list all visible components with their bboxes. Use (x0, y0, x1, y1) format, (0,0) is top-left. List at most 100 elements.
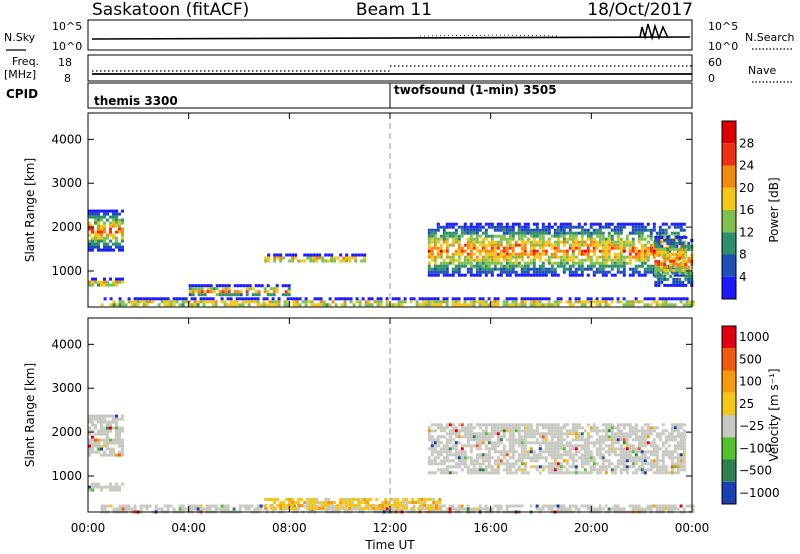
velocity-echo-cell (103, 438, 106, 442)
velocity-echo-cell (436, 438, 440, 442)
power-colorbar-tick-label: 20 (739, 181, 754, 195)
power-echo-cell (598, 261, 602, 265)
velocity-echo-cell (583, 450, 587, 454)
velocity-echo-cell (643, 450, 647, 454)
velocity-echo-cell (454, 441, 458, 445)
velocity-echo-cell (466, 468, 470, 472)
velocity-echo-cell (529, 435, 533, 439)
velocity-echo-cell (439, 468, 443, 472)
power-echo-cell (681, 280, 685, 284)
power-echo-cell (442, 300, 446, 304)
power-echo-cell (637, 258, 641, 262)
velocity-echo-cell (484, 459, 488, 463)
freq-panel: Freq. [MHz] 18 8 60 0 Nave (4, 54, 792, 85)
power-echo-cell (669, 253, 673, 257)
velocity-echo-cell (100, 453, 103, 457)
power-echo-cell (169, 303, 173, 307)
power-echo-cell (532, 297, 536, 301)
velocity-echo-cell (616, 453, 620, 457)
velocity-echo-cell (583, 444, 587, 448)
velocity-echo-cell (670, 450, 674, 454)
velocity-echo-cell (520, 429, 524, 433)
velocity-echo-cell (550, 435, 554, 439)
power-echo-cell (511, 249, 515, 253)
velocity-echo-cell (511, 447, 515, 451)
power-echo-cell (652, 222, 656, 226)
power-echo-cell (607, 258, 611, 262)
velocity-echo-cell (430, 471, 434, 475)
power-echo-cell (607, 249, 611, 253)
velocity-echo-cell (535, 465, 539, 469)
velocity-echo-cell (652, 465, 656, 469)
power-echo-cell (663, 268, 667, 272)
power-echo-cell (664, 303, 668, 307)
power-echo-cell (616, 258, 620, 262)
velocity-echo-cell (601, 507, 605, 511)
power-echo-cell (220, 300, 224, 304)
power-echo-cell (565, 255, 569, 259)
velocity-echo-cell (649, 432, 653, 436)
power-echo-cell (505, 240, 509, 244)
power-echo-cell (451, 243, 455, 247)
velocity-echo-cell (493, 426, 497, 430)
power-echo-cell (316, 297, 320, 301)
power-echo-cell (505, 249, 509, 253)
power-echo-cell (295, 300, 299, 304)
velocity-echo-cell (436, 468, 440, 472)
velocity-echo-cell (580, 426, 584, 430)
sky-right-tick-top: 10^5 (708, 20, 738, 33)
power-echo-cell (556, 249, 560, 253)
power-echo-layer (88, 209, 695, 307)
velocity-echo-cell (402, 498, 406, 501)
power-echo-cell (646, 270, 650, 274)
velocity-echo-cell (610, 447, 614, 451)
velocity-colorbar-swatch (722, 459, 736, 482)
velocity-echo-cell (658, 507, 662, 511)
power-echo-cell (112, 283, 115, 287)
velocity-echo-cell (351, 504, 355, 507)
power-echo-cell (586, 255, 590, 259)
power-echo-cell (592, 270, 596, 274)
velocity-echo-cell (279, 507, 283, 510)
power-echo-cell (256, 300, 260, 304)
velocity-echo-cell (580, 453, 584, 457)
power-echo-cell (622, 243, 626, 247)
velocity-echo-cell (409, 507, 413, 511)
velocity-echo-cell (526, 471, 530, 475)
velocity-echo-cell (550, 453, 554, 457)
velocity-echo-cell (613, 468, 617, 472)
power-echo-cell (616, 222, 620, 226)
velocity-echo-cell (496, 456, 500, 460)
velocity-echo-cell (598, 504, 602, 508)
power-echo-region (654, 235, 694, 287)
velocity-echo-cell (454, 453, 458, 457)
power-echo-cell (556, 240, 560, 244)
power-echo-cell (526, 240, 530, 244)
velocity-echo-cell (315, 501, 319, 504)
power-echo-cell (550, 243, 554, 247)
power-echo-cell (610, 237, 614, 241)
velocity-echo-cell (499, 429, 503, 433)
power-echo-cell (490, 225, 494, 229)
power-echo-cell (663, 277, 667, 281)
velocity-echo-cell (451, 432, 455, 436)
power-echo-cell (679, 297, 683, 301)
velocity-echo-cell (100, 420, 103, 424)
velocity-echo-cell (478, 453, 482, 457)
velocity-echo-cell (309, 501, 313, 504)
velocity-echo-cell (526, 441, 530, 445)
velocity-echo-cell (658, 468, 662, 472)
velocity-echo-cell (679, 438, 683, 442)
power-echo-cell (631, 228, 635, 232)
power-echo-cell (478, 240, 482, 244)
power-echo-cell (610, 243, 614, 247)
velocity-echo-cell (306, 507, 310, 510)
power-echo-cell (631, 249, 635, 253)
velocity-echo-cell (330, 507, 334, 510)
velocity-echo-cell (502, 453, 506, 457)
velocity-echo-cell (475, 423, 479, 427)
power-echo-cell (574, 246, 578, 250)
velocity-echo-cell (562, 444, 566, 448)
power-echo-cell (490, 222, 494, 226)
velocity-echo-cell (514, 429, 518, 433)
